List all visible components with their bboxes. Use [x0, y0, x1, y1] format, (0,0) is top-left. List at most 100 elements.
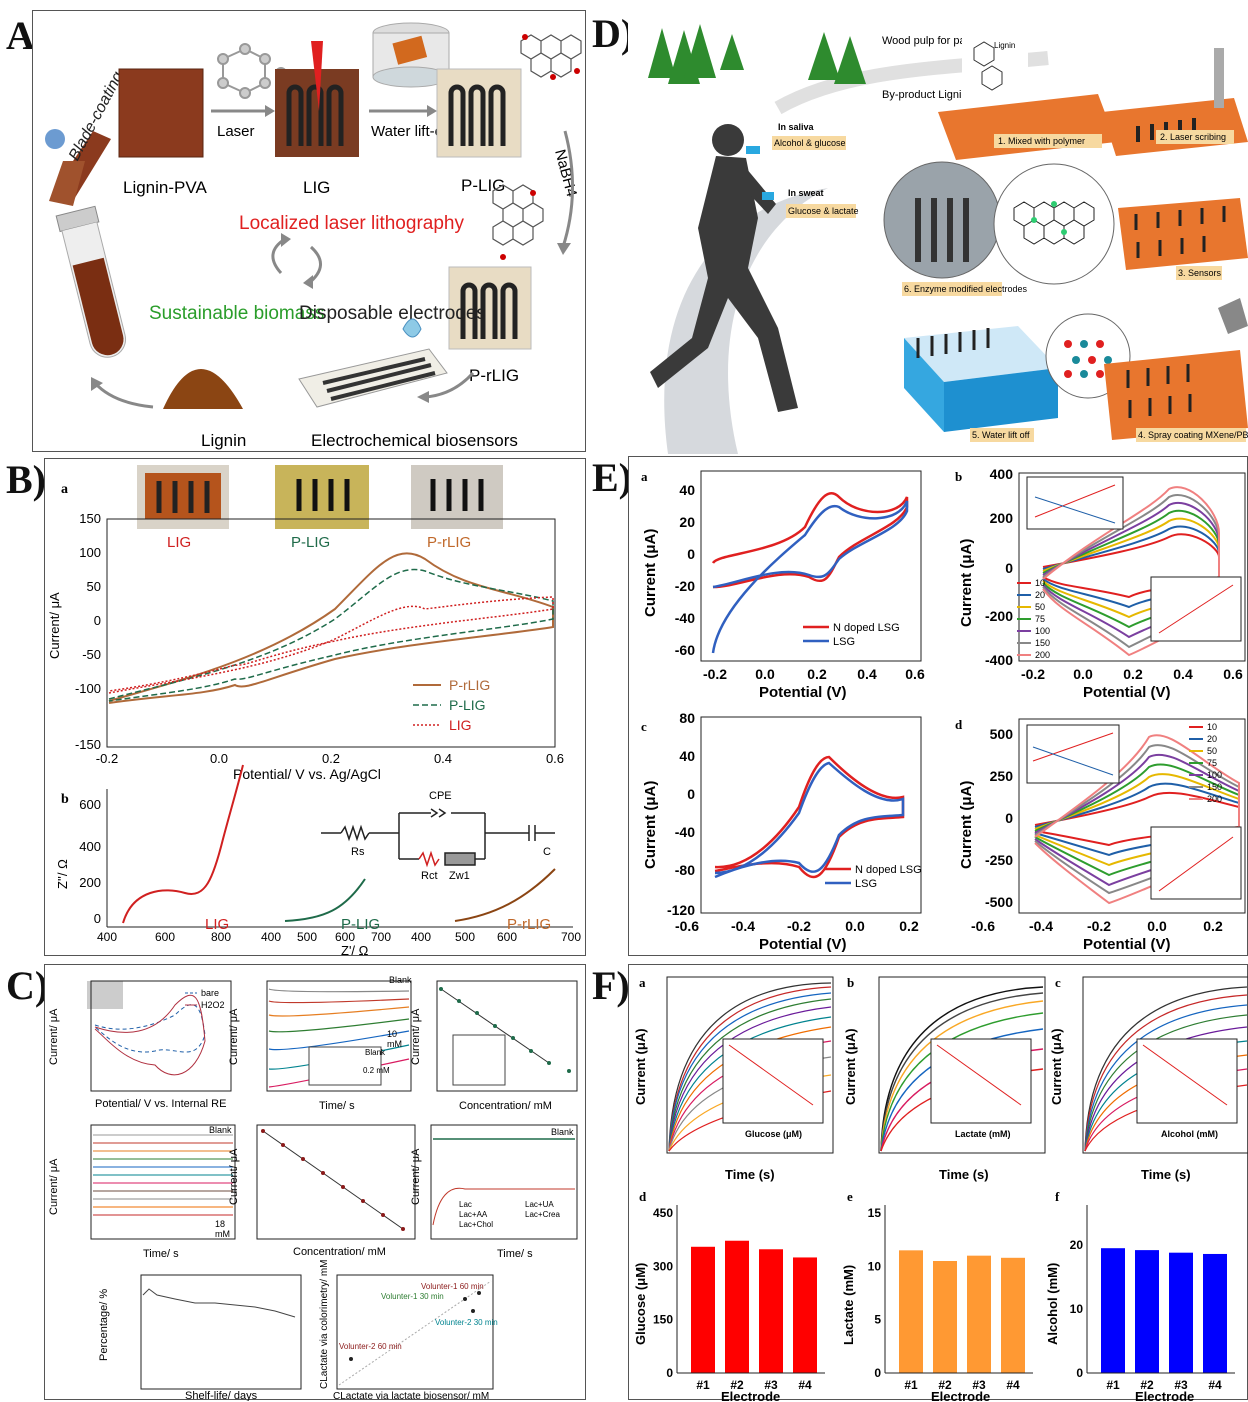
- c-f-axes: [430, 1124, 578, 1240]
- svg-text:250: 250: [990, 768, 1014, 784]
- circuit-rct: Rct: [421, 870, 438, 882]
- water-tank: [944, 368, 1058, 432]
- svg-text:20: 20: [1207, 734, 1217, 744]
- c-a-legend-bare: bare: [201, 988, 219, 998]
- f-e-xlabel: Electrode: [931, 1389, 990, 1401]
- svg-text:0: 0: [94, 911, 101, 926]
- svg-text:400: 400: [97, 930, 117, 944]
- panel-e: a 40 20 0 -20 -40 -60 -0.2 0.0 0.2 0.4 0.6 Potent…: [628, 456, 1248, 956]
- cv-xticks: -0.2 0.0 0.2 0.4 0.6: [96, 751, 564, 766]
- panel-f-charts: a b c Glucose (μM) Time (s) Current (μA)…: [633, 975, 1248, 1401]
- bar-category-label: #2: [938, 1378, 952, 1392]
- biosensor-strip-illustration: [298, 318, 448, 408]
- e-c-axes: [700, 716, 922, 914]
- step4-label: 4. Spray coating MXene/PB: [1138, 430, 1248, 440]
- blade-coating-illustration: [45, 129, 111, 206]
- f-label-e: e: [847, 1189, 853, 1204]
- bar-category-label: #1: [904, 1378, 918, 1392]
- f-a-xlabel: Time (s): [725, 1167, 775, 1182]
- panel-f: a b c Glucose (μM) Time (s) Current (μA)…: [628, 964, 1248, 1401]
- bar-category-label: #3: [1174, 1378, 1188, 1392]
- svg-text:-0.2: -0.2: [787, 918, 811, 934]
- bar: [793, 1257, 817, 1373]
- svg-text:150: 150: [1207, 782, 1222, 792]
- spray-gun: [1218, 298, 1248, 334]
- f-c-inset-fit: [1142, 1044, 1228, 1106]
- c-a-legend-h2o2: H2O2: [201, 1000, 225, 1010]
- svg-text:-150: -150: [75, 737, 101, 752]
- svg-text:800: 800: [211, 930, 231, 944]
- svg-text:-40: -40: [675, 824, 695, 840]
- c-d-curves: [93, 1134, 233, 1216]
- svg-text:600: 600: [497, 930, 517, 944]
- svg-text:50: 50: [1207, 746, 1217, 756]
- svg-text:0: 0: [1005, 810, 1013, 826]
- panel-b: a LIG P-LIG P-rLIG 150 100 50 0 -50 -100 -150 …: [44, 458, 586, 957]
- f-a-inset: [722, 1038, 824, 1124]
- e-b-legend: 10 20 50 75 100 150 200: [1017, 578, 1050, 660]
- c-b-ylabel: Current/ μA: [228, 1008, 240, 1065]
- e-b-axes: [1018, 472, 1246, 662]
- bar: [1101, 1248, 1125, 1373]
- e-a-axes: [700, 470, 922, 662]
- f-c-xlabel: Time (s): [1141, 1167, 1191, 1182]
- panel-d-diagram: Wood pulp for paper By-product Lignin Li…: [648, 16, 1248, 454]
- svg-text:0: 0: [687, 786, 695, 802]
- svg-text:400: 400: [79, 839, 101, 854]
- e-d-inset-bottom: [1150, 826, 1242, 900]
- nyquist-label-lig: LIG: [205, 916, 229, 933]
- f-a-inset-xlabel: Glucose (μM): [745, 1129, 802, 1139]
- e-label-c: c: [641, 719, 647, 734]
- bar: [1001, 1257, 1025, 1373]
- e-b-ylabel: Current (μA): [958, 539, 975, 627]
- bar: [933, 1261, 957, 1373]
- wood-pulp-label: Wood pulp for paper: [882, 35, 982, 47]
- c-a-bare: [94, 1004, 206, 1053]
- c-f-xlabel: Time/ s: [497, 1248, 533, 1260]
- bar-ytick: 10: [868, 1259, 882, 1273]
- sheet-mixed: [938, 94, 1116, 160]
- e-b-curves: [1042, 486, 1220, 657]
- bar-ytick: 20: [1070, 1238, 1084, 1252]
- test-tube-illustration: [55, 205, 126, 358]
- lig-label: LIG: [303, 178, 330, 197]
- track: [664, 188, 828, 454]
- f-b-inset-fit: [936, 1044, 1022, 1106]
- svg-text:200: 200: [79, 875, 101, 890]
- svg-text:-200: -200: [985, 608, 1013, 624]
- f-label-d: d: [639, 1189, 647, 1204]
- c-h-points: [349, 1291, 481, 1361]
- c-b-02: 0.2 mM: [363, 1066, 390, 1075]
- f-b-xlabel: Time (s): [939, 1167, 989, 1182]
- f-a-ylabel: Current (μA): [633, 1028, 648, 1105]
- lignin-structure-label: Lignin: [994, 41, 1015, 50]
- cv-axes: [106, 518, 556, 748]
- c-e-points: [261, 1129, 405, 1231]
- photo-p-rlig: [411, 465, 503, 529]
- laser-beam: [311, 41, 323, 111]
- svg-text:100: 100: [1035, 626, 1050, 636]
- c-b-axes: [266, 980, 412, 1092]
- c-d-blank: Blank: [209, 1125, 232, 1135]
- svg-text:200: 200: [990, 510, 1014, 526]
- step6-label: 6. Enzyme modified electrodes: [904, 284, 1028, 294]
- e-label-a: a: [641, 469, 648, 484]
- c-e-ylabel: Current/ μA: [228, 1148, 240, 1205]
- svg-text:50: 50: [1035, 602, 1045, 612]
- svg-text:600: 600: [79, 797, 101, 812]
- subplot-label-a: a: [61, 482, 68, 497]
- c-g-ylabel: Percentage/ %: [98, 1289, 110, 1361]
- svg-text:600: 600: [335, 930, 355, 944]
- svg-text:Lac+AA: Lac+AA: [459, 1210, 488, 1219]
- svg-text:0.2: 0.2: [1203, 918, 1223, 934]
- bar: [691, 1246, 715, 1373]
- svg-text:0: 0: [1005, 560, 1013, 576]
- svg-text:0.0: 0.0: [755, 666, 775, 682]
- p-rlig-label: P-rLIG: [469, 366, 519, 385]
- c-h-v2-60: Volunter-2 60 min: [339, 1342, 402, 1351]
- svg-text:0.0: 0.0: [1073, 666, 1093, 682]
- svg-text:-0.4: -0.4: [1029, 918, 1053, 934]
- e-a-legend-lsg: LSG: [833, 636, 855, 648]
- e-d-yticks: 500 250 0 -250 -500: [985, 726, 1013, 910]
- c-e-xlabel: Concentration/ mM: [293, 1246, 386, 1258]
